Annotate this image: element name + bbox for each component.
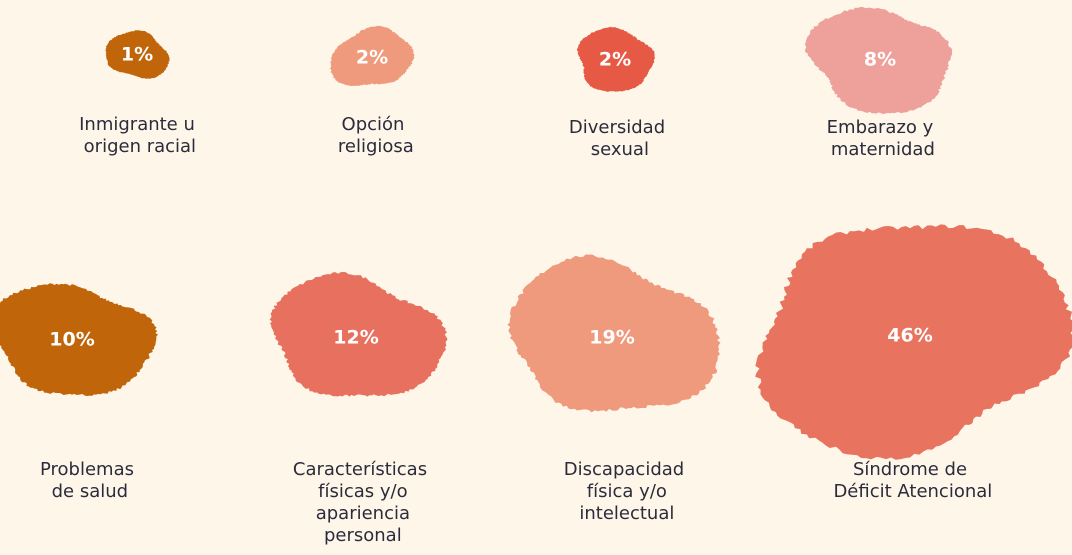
bubble (330, 25, 415, 87)
bubble (105, 30, 170, 80)
label-line: Inmigrante u (79, 114, 195, 135)
label-line: Problemas (40, 459, 134, 480)
label-line: físicas y/o (312, 481, 407, 502)
label-line: de salud (46, 481, 128, 502)
value-label: 2% (356, 47, 388, 69)
label-line: física y/o (581, 481, 667, 502)
category-label: Problemas de salud (40, 459, 134, 502)
label-line: Características (293, 459, 427, 480)
category-label: Opción religiosa (332, 114, 414, 157)
label-line: sexual (585, 139, 649, 160)
label-line: Discapacidad (564, 459, 684, 480)
category-label: Embarazo y maternidad (825, 117, 935, 160)
label-line: apariencia (310, 503, 410, 524)
label-line: Síndrome de (853, 459, 967, 480)
label-line: origen racial (78, 136, 196, 157)
category-label: Diversidad sexual (569, 117, 665, 160)
bubble (269, 271, 448, 397)
label-line: Déficit Atencional (828, 481, 993, 502)
category-label: Síndrome de Déficit Atencional (828, 459, 993, 502)
bubble (0, 283, 158, 396)
label-line: Opción (342, 114, 405, 135)
label-line: religiosa (332, 136, 414, 157)
value-label: 10% (49, 329, 94, 351)
bubble (804, 6, 953, 114)
label-line: Diversidad (569, 117, 665, 138)
category-label: Características físicas y/o apariencia p… (293, 459, 427, 546)
label-line: personal (318, 525, 401, 546)
label-line: intelectual (574, 503, 675, 524)
value-label: 8% (864, 49, 896, 71)
value-label: 2% (599, 49, 631, 71)
value-label: 12% (333, 327, 378, 349)
value-label: 19% (589, 327, 634, 349)
value-label: 46% (887, 325, 932, 347)
label-line: Embarazo y (827, 117, 934, 138)
bubble (576, 26, 656, 92)
value-label: 1% (121, 44, 153, 66)
label-line: maternidad (825, 139, 935, 160)
bubble (755, 224, 1072, 460)
bubble (507, 254, 721, 413)
category-label: Inmigrante u origen racial (78, 114, 196, 157)
category-label: Discapacidad física y/o intelectual (564, 459, 684, 524)
